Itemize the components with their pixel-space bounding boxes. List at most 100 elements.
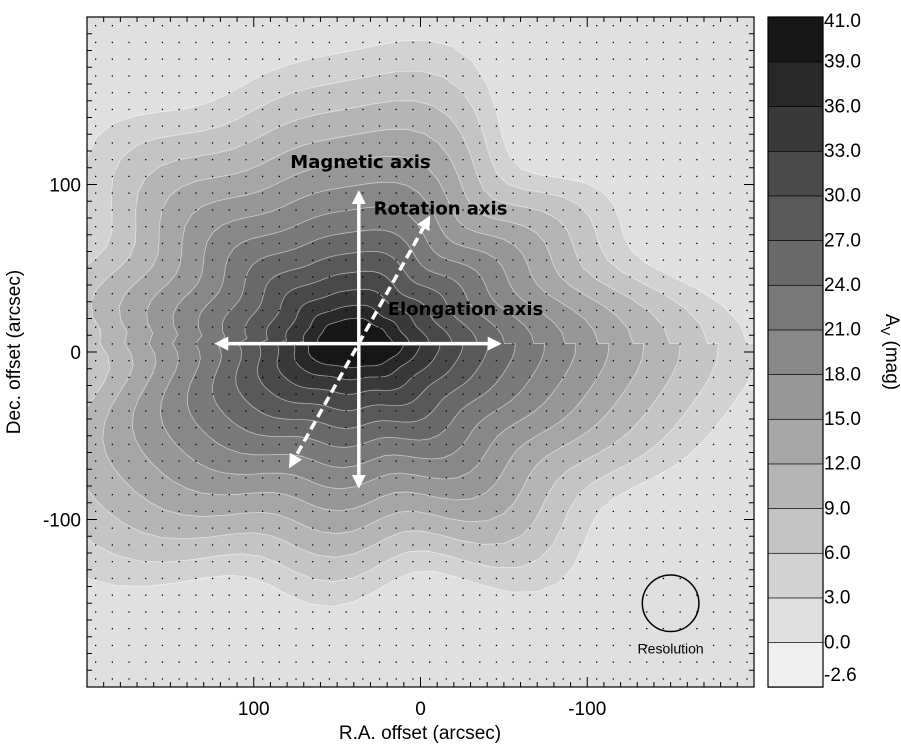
grid-dot <box>479 678 481 680</box>
grid-dot <box>412 577 414 580</box>
grid-dot <box>612 410 614 412</box>
grid-dot <box>696 527 698 529</box>
grid-dot <box>345 410 347 412</box>
grid-dot <box>629 108 631 111</box>
grid-dot <box>161 594 164 596</box>
grid-dot <box>662 142 665 144</box>
grid-dot <box>95 611 97 613</box>
grid-dot <box>111 242 113 245</box>
grid-dot <box>612 678 614 680</box>
grid-dot <box>128 611 130 613</box>
grid-dot <box>145 58 147 60</box>
grid-dot <box>262 75 264 77</box>
grid-dot <box>696 175 698 178</box>
grid-dot <box>211 594 214 596</box>
grid-dot <box>362 293 364 295</box>
grid-dot <box>378 309 381 312</box>
grid-dot <box>128 460 130 462</box>
grid-dot <box>729 628 731 630</box>
grid-dot <box>562 192 564 194</box>
grid-dot <box>395 142 397 144</box>
grid-dot <box>95 175 97 178</box>
grid-dot <box>312 125 314 127</box>
grid-dot <box>612 192 614 194</box>
grid-dot <box>646 159 648 161</box>
grid-dot <box>529 427 531 429</box>
grid-dot <box>545 25 548 27</box>
grid-dot <box>512 628 514 630</box>
grid-dot <box>395 326 397 328</box>
grid-dot <box>712 410 715 412</box>
grid-dot <box>95 494 97 496</box>
grid-dot <box>395 209 397 211</box>
grid-dot <box>211 510 214 513</box>
grid-dot <box>295 192 297 194</box>
grid-dot <box>612 276 614 278</box>
grid-dot <box>612 25 614 27</box>
grid-dot <box>295 561 297 563</box>
grid-dot <box>579 226 581 228</box>
grid-dot <box>412 510 414 513</box>
grid-dot <box>211 343 214 345</box>
grid-dot <box>178 58 180 60</box>
grid-dot <box>95 259 97 261</box>
y-tick-label: 0 <box>70 343 81 364</box>
grid-dot <box>512 25 514 27</box>
grid-dot <box>278 477 280 479</box>
grid-dot <box>512 443 514 446</box>
grid-dot <box>161 326 164 328</box>
grid-dot <box>679 75 681 77</box>
grid-dot <box>529 410 531 412</box>
grid-dot <box>378 494 381 496</box>
grid-dot <box>128 360 130 362</box>
grid-dot <box>512 259 514 261</box>
grid-dot <box>145 443 147 446</box>
grid-dot <box>746 309 748 312</box>
grid-dot <box>646 410 648 412</box>
grid-dot <box>596 226 598 228</box>
grid-dot <box>145 226 147 228</box>
grid-dot <box>479 276 481 278</box>
grid-dot <box>362 226 364 228</box>
grid-dot <box>295 92 297 94</box>
grid-dot <box>278 125 280 127</box>
grid-dot <box>679 159 681 161</box>
grid-dot <box>295 293 297 295</box>
grid-dot <box>195 376 197 379</box>
grid-dot <box>445 276 447 278</box>
grid-dot <box>512 644 514 647</box>
grid-dot <box>462 276 464 278</box>
grid-dot <box>161 125 164 127</box>
colorbar-swatch <box>767 105 824 152</box>
grid-dot <box>746 577 748 580</box>
grid-dot <box>646 276 648 278</box>
grid-dot <box>262 611 264 613</box>
grid-dot <box>312 309 314 312</box>
grid-dot <box>612 242 614 245</box>
grid-dot <box>729 192 731 194</box>
grid-dot <box>662 427 665 429</box>
grid-dot <box>429 326 431 328</box>
grid-dot <box>262 644 264 647</box>
grid-dot <box>679 561 681 563</box>
grid-dot <box>696 242 698 245</box>
grid-dot <box>512 75 514 77</box>
grid-dot <box>562 577 564 580</box>
grid-dot <box>712 360 715 362</box>
grid-dot <box>111 510 113 513</box>
grid-dot <box>529 577 531 580</box>
grid-dot <box>596 41 598 44</box>
grid-dot <box>696 644 698 647</box>
grid-dot <box>412 360 414 362</box>
grid-dot <box>746 376 748 379</box>
grid-dot <box>679 25 681 27</box>
grid-dot <box>312 410 314 412</box>
colorbar-tick-label: 6.0 <box>824 543 850 564</box>
grid-dot <box>696 427 698 429</box>
elongation-axis-label: Elongation axis <box>388 299 544 320</box>
grid-dot <box>662 577 665 580</box>
grid-dot <box>278 226 280 228</box>
grid-dot <box>95 477 97 479</box>
grid-dot <box>712 376 715 379</box>
grid-dot <box>662 58 665 60</box>
